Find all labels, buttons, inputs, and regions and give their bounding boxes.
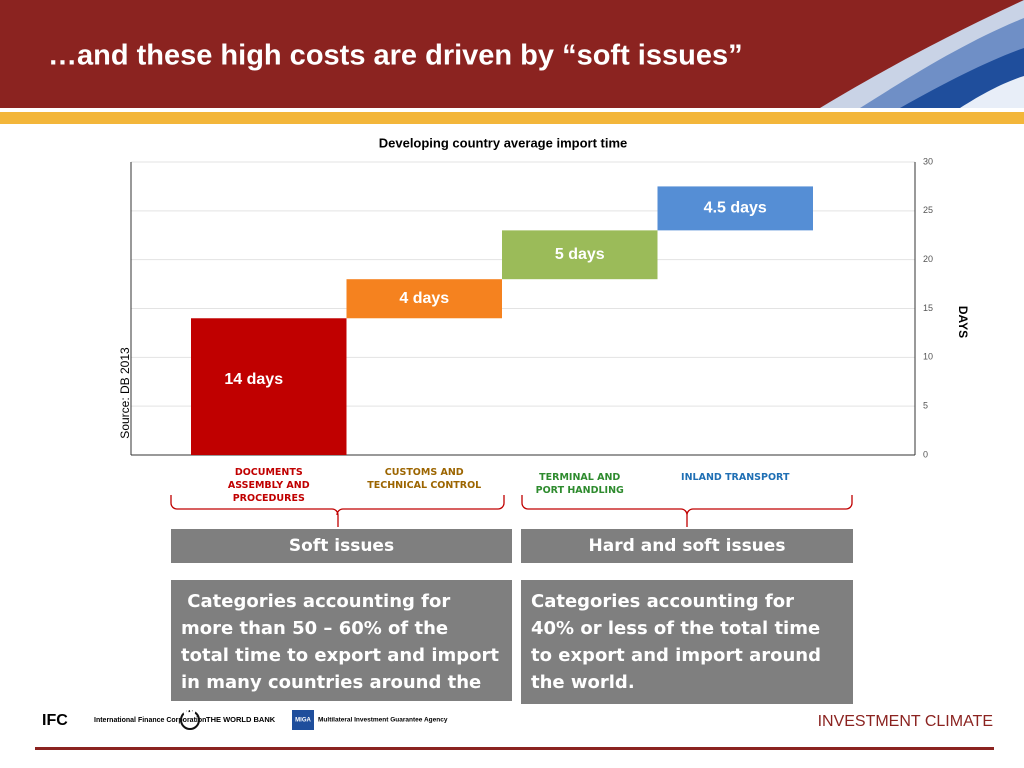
y-tick-label: 25 xyxy=(923,205,933,215)
y-tick-label: 30 xyxy=(923,156,933,166)
x-tick-label: DOCUMENTS ASSEMBLY AND PROCEDURES xyxy=(227,467,310,504)
logo-text: IFC xyxy=(42,712,68,729)
logo-text: Multilateral Investment Guarantee Agency xyxy=(318,717,448,724)
y-tick-label: 10 xyxy=(923,352,933,362)
bracket xyxy=(170,495,505,527)
brand: INVESTMENT CLIMATE xyxy=(818,713,993,730)
logo-text: MIGA xyxy=(295,718,311,724)
bar xyxy=(502,230,658,280)
x-tick-label: INLAND TRANSPORT xyxy=(681,472,790,483)
logo xyxy=(292,710,314,730)
bar xyxy=(346,279,502,319)
y-tick-label: 0 xyxy=(923,449,928,459)
bar xyxy=(657,186,813,231)
logo-text: THE WORLD BANK xyxy=(206,715,276,724)
swoosh xyxy=(960,76,1024,108)
chart-title: Developing country average import time xyxy=(379,135,628,150)
logo xyxy=(40,712,90,730)
x-tick-label: CUSTOMS AND TECHNICAL CONTROL xyxy=(367,467,482,491)
bracket xyxy=(521,495,853,527)
slide-title: …and these high costs are driven by “sof… xyxy=(48,40,743,72)
y-tick-label: 15 xyxy=(923,303,933,313)
value-label: 4 days xyxy=(399,290,449,307)
group-text: Categories accounting for more than 50 –… xyxy=(171,580,512,720)
footer-line xyxy=(35,747,994,750)
x-tick-label: TERMINAL AND PORT HANDLING xyxy=(535,472,624,496)
source: Source: DB 2013 xyxy=(118,347,132,439)
logo xyxy=(180,710,200,730)
y-tick-label: 20 xyxy=(923,254,933,264)
value-label: 5 days xyxy=(555,246,605,263)
group-text: Categories accounting for 40% or less of… xyxy=(521,580,853,704)
value-label: 4.5 days xyxy=(704,200,767,217)
value-label: 14 days xyxy=(224,371,283,388)
gold-stripe xyxy=(0,112,1024,124)
group-title: Hard and soft issues xyxy=(521,529,853,563)
group-title: Soft issues xyxy=(171,529,512,563)
y-axis-label: DAYS xyxy=(956,306,970,338)
y-tick-label: 5 xyxy=(923,401,928,411)
logo-text: International Finance Corporation xyxy=(94,717,206,724)
bar xyxy=(191,318,347,455)
